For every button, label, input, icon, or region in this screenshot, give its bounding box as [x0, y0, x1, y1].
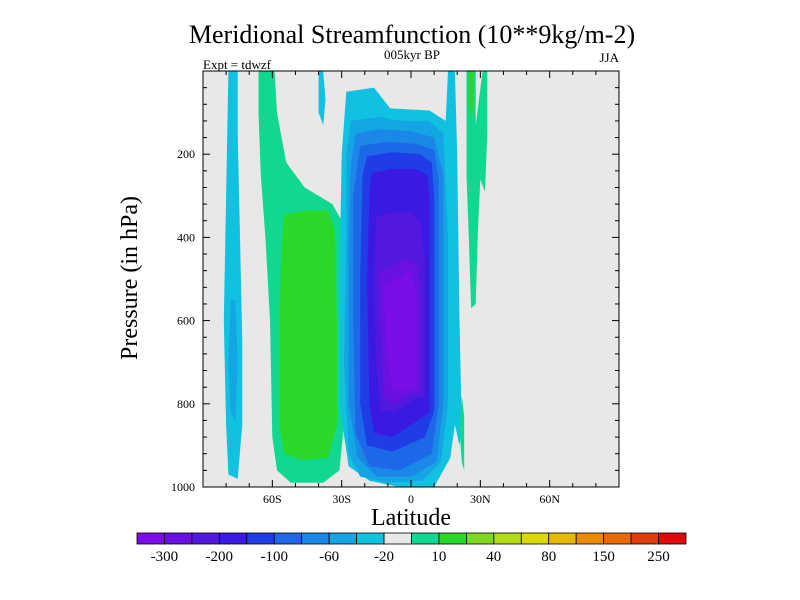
- y-tick-label: 400: [177, 230, 195, 244]
- contour-region-14: [466, 71, 488, 309]
- contour-region-4: [318, 71, 326, 126]
- colorbar-swatch: [383, 532, 412, 545]
- colorbar-labels: -300 -200 -100 -60 -20 10 40 80 150 250: [151, 549, 670, 565]
- colorbar-label: 10: [431, 549, 446, 565]
- colorbar-swatch: [411, 532, 440, 545]
- x-tick-label: 60S: [263, 492, 282, 506]
- colorbar-swatch: [465, 532, 495, 545]
- contour-region-1: [228, 299, 238, 421]
- axis-ticks: [202, 70, 620, 488]
- x-tick-label: 60N: [539, 492, 560, 506]
- contour-region-3: [279, 210, 337, 460]
- contour-fields: [223, 71, 488, 487]
- colorbar-label: -200: [206, 549, 234, 565]
- colorbar-label: 250: [647, 549, 670, 565]
- colorbar-label: -300: [151, 549, 179, 565]
- colorbar-swatch: [658, 532, 687, 545]
- colorbar-swatch: [136, 532, 165, 545]
- colorbar-swatch: [603, 532, 632, 545]
- colorbar-label: 80: [541, 549, 556, 565]
- colorbar-swatch: [191, 532, 220, 545]
- colorbar-label: 40: [486, 549, 501, 565]
- colorbar-swatch: [356, 532, 385, 545]
- y-tick-label: 1000: [171, 480, 195, 494]
- colorbar-swatch: [493, 532, 522, 545]
- colorbar-swatch: [273, 532, 303, 545]
- colorbar-label: -20: [374, 549, 394, 565]
- y-tick-label: 600: [177, 314, 195, 328]
- colorbar-swatch: [218, 532, 248, 545]
- chart-title: Meridional Streamfunction (10**9kg/m-2): [189, 20, 635, 49]
- x-tick-label: 30N: [470, 492, 491, 506]
- colorbar-swatch: [520, 532, 550, 545]
- y-tick-label: 200: [177, 147, 195, 161]
- colorbar-swatch: [438, 532, 467, 545]
- x-tick-label: 30S: [332, 492, 351, 506]
- y-tick-label: 800: [177, 397, 195, 411]
- contour-region-16: [459, 395, 465, 471]
- x-tick-label: 0: [408, 492, 414, 506]
- contour-region-0: [223, 71, 243, 479]
- contour-region-13: [383, 270, 416, 392]
- colorbar-label: 150: [592, 549, 615, 565]
- colorbar-swatch: [301, 532, 330, 545]
- x-axis-title: Latitude: [371, 505, 451, 531]
- colorbar-swatch: [548, 532, 577, 545]
- colorbar-label: -100: [261, 549, 289, 565]
- colorbar-swatch: [328, 532, 357, 545]
- subtitle-left: Expt = tdwzf: [203, 57, 272, 72]
- colorbar-swatch: [246, 532, 275, 545]
- contour-region-15: [468, 71, 474, 121]
- y-axis-title: Pressure (in hPa): [117, 196, 143, 360]
- colorbar-swatch: [575, 532, 605, 545]
- x-tick-labels: 60S 30S 0 30N 60N: [263, 492, 560, 506]
- subtitle-center: 005kyr BP: [384, 47, 440, 62]
- subtitle-right: JJA: [599, 50, 619, 65]
- colorbar-swatch: [164, 532, 193, 545]
- y-tick-labels: 200 400 600 800 1000: [171, 147, 195, 494]
- colorbar-swatch: [630, 532, 659, 545]
- colorbar: [136, 532, 687, 545]
- colorbar-label: -60: [319, 549, 339, 565]
